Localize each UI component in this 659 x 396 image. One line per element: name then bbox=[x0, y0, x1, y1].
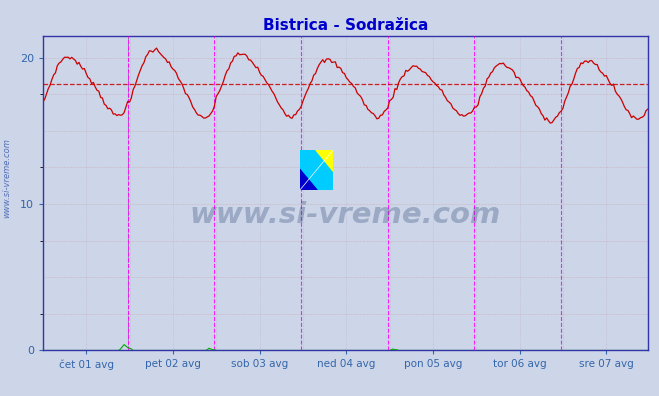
Polygon shape bbox=[315, 150, 333, 172]
Title: Bistrica - Sodražica: Bistrica - Sodražica bbox=[263, 18, 428, 33]
Text: www.si-vreme.com: www.si-vreme.com bbox=[2, 138, 11, 218]
Polygon shape bbox=[300, 168, 318, 190]
Text: www.si-vreme.com: www.si-vreme.com bbox=[190, 201, 501, 229]
